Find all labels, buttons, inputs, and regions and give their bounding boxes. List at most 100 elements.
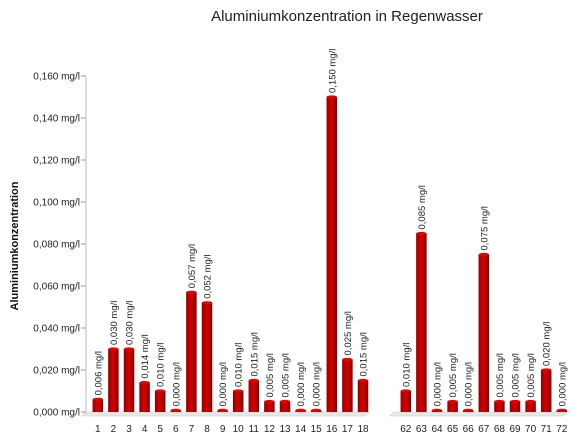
bar-cap <box>447 399 458 404</box>
bar <box>342 359 353 412</box>
bar-cap <box>525 399 536 404</box>
x-tick-label: 72 <box>556 424 568 435</box>
bar-cap <box>264 399 275 404</box>
labels-layer: 0,006 mg/l 0,030 mg/l 0,030 mg/l 0,014 mg/l… <box>93 49 568 407</box>
chart-title: Aluminiumkonzentration in Regenwasser <box>211 8 483 25</box>
data-label: 0,005 mg/l <box>526 353 537 397</box>
data-label: 0,030 mg/l <box>109 301 120 345</box>
bar-cap <box>357 378 369 383</box>
bar <box>154 391 166 412</box>
bar-cap <box>108 347 119 351</box>
x-tick-label: 69 <box>509 424 521 435</box>
bar <box>186 292 197 412</box>
bar <box>357 380 369 412</box>
bar-cap <box>92 397 104 401</box>
data-label: 0,015 mg/l <box>359 332 370 376</box>
x-tick-label: 17 <box>342 424 354 435</box>
data-label: 0,057 mg/l <box>187 244 198 288</box>
bar <box>139 382 150 412</box>
data-label: 0,005 mg/l <box>495 353 506 397</box>
x-tick-label: 18 <box>357 424 369 435</box>
data-label: 0,000 mg/l <box>171 362 182 406</box>
bar-cap <box>556 408 568 412</box>
bar-cap <box>431 408 443 412</box>
x-tick-label: 9 <box>220 424 226 435</box>
data-label: 0,052 mg/l <box>203 254 214 298</box>
bar <box>248 380 260 412</box>
bar-cap <box>217 408 228 412</box>
y-tick-label: 0,080 mg/l <box>33 240 80 251</box>
x-tick-label: 2 <box>111 424 117 435</box>
bar-cap <box>416 231 427 236</box>
x-tick-label: 3 <box>126 424 132 435</box>
data-label: 0,000 mg/l <box>296 362 307 406</box>
bar-cap <box>154 389 166 393</box>
data-label: 0,005 mg/l <box>448 353 459 397</box>
axis-layer: 0,000 mg/l 0,020 mg/l 0,040 mg/l 0,060 mg/l… <box>33 72 569 435</box>
data-label: 0,015 mg/l <box>249 332 260 376</box>
y-tick-label: 0,060 mg/l <box>33 282 80 293</box>
bar-cap <box>295 408 306 412</box>
bar-cap <box>400 389 412 393</box>
data-label: 0,025 mg/l <box>343 311 354 355</box>
bar-cap <box>310 408 322 412</box>
bar-cap <box>279 399 291 404</box>
data-label: 0,005 mg/l <box>265 353 276 397</box>
x-tick-label: 16 <box>326 424 338 435</box>
bar-cap <box>139 381 150 385</box>
bar-cap <box>170 408 182 412</box>
x-tick-label: 7 <box>189 424 195 435</box>
x-tick-label: 67 <box>478 424 490 435</box>
bar <box>478 254 490 412</box>
bar-cap <box>342 357 353 362</box>
data-label: 0,010 mg/l <box>156 343 167 387</box>
y-tick-label: 0,160 mg/l <box>33 72 80 83</box>
data-label: 0,085 mg/l <box>417 185 428 229</box>
x-tick-label: 62 <box>400 424 412 435</box>
bar <box>264 401 275 412</box>
bar <box>509 401 521 412</box>
bar-cap <box>326 95 338 99</box>
bar <box>279 401 291 412</box>
y-tick-label: 0,040 mg/l <box>33 324 80 335</box>
bar <box>326 97 338 412</box>
x-tick-label: 71 <box>541 424 553 435</box>
data-label: 0,005 mg/l <box>511 353 522 397</box>
y-tick-label: 0,100 mg/l <box>33 198 80 209</box>
bar <box>447 401 458 412</box>
x-tick-label: 14 <box>295 424 307 435</box>
data-label: 0,010 mg/l <box>234 343 245 387</box>
bar <box>123 349 135 412</box>
data-label: 0,000 mg/l <box>557 362 568 406</box>
bars-layer <box>92 95 568 412</box>
data-label: 0,150 mg/l <box>327 49 338 93</box>
bar-cap <box>201 301 213 305</box>
bar-cap <box>248 378 260 383</box>
data-label: 0,005 mg/l <box>281 353 292 397</box>
bar-cap <box>232 389 244 393</box>
bar <box>92 399 104 412</box>
bar <box>201 302 213 412</box>
chart-floor <box>81 411 370 417</box>
x-tick-label: 1 <box>95 424 101 435</box>
bar <box>108 349 119 412</box>
data-label: 0,020 mg/l <box>542 322 553 366</box>
x-tick-label: 10 <box>233 424 245 435</box>
data-label: 0,030 mg/l <box>125 301 136 345</box>
data-label: 0,010 mg/l <box>401 343 412 387</box>
data-label: 0,000 mg/l <box>433 362 444 406</box>
bar <box>232 391 244 412</box>
y-tick-label: 0,120 mg/l <box>33 156 80 167</box>
data-label: 0,000 mg/l <box>218 362 229 406</box>
y-tick-label: 0,140 mg/l <box>33 114 80 125</box>
x-tick-label: 5 <box>157 424 163 435</box>
x-tick-label: 68 <box>494 424 506 435</box>
x-tick-label: 66 <box>463 424 475 435</box>
data-label: 0,006 mg/l <box>93 351 104 395</box>
y-tick-label: 0,000 mg/l <box>33 408 80 419</box>
y-tick-label: 0,020 mg/l <box>33 366 80 377</box>
x-tick-label: 15 <box>311 424 323 435</box>
x-tick-label: 8 <box>204 424 210 435</box>
data-label: 0,014 mg/l <box>140 334 151 378</box>
x-tick-label: 4 <box>142 424 148 435</box>
